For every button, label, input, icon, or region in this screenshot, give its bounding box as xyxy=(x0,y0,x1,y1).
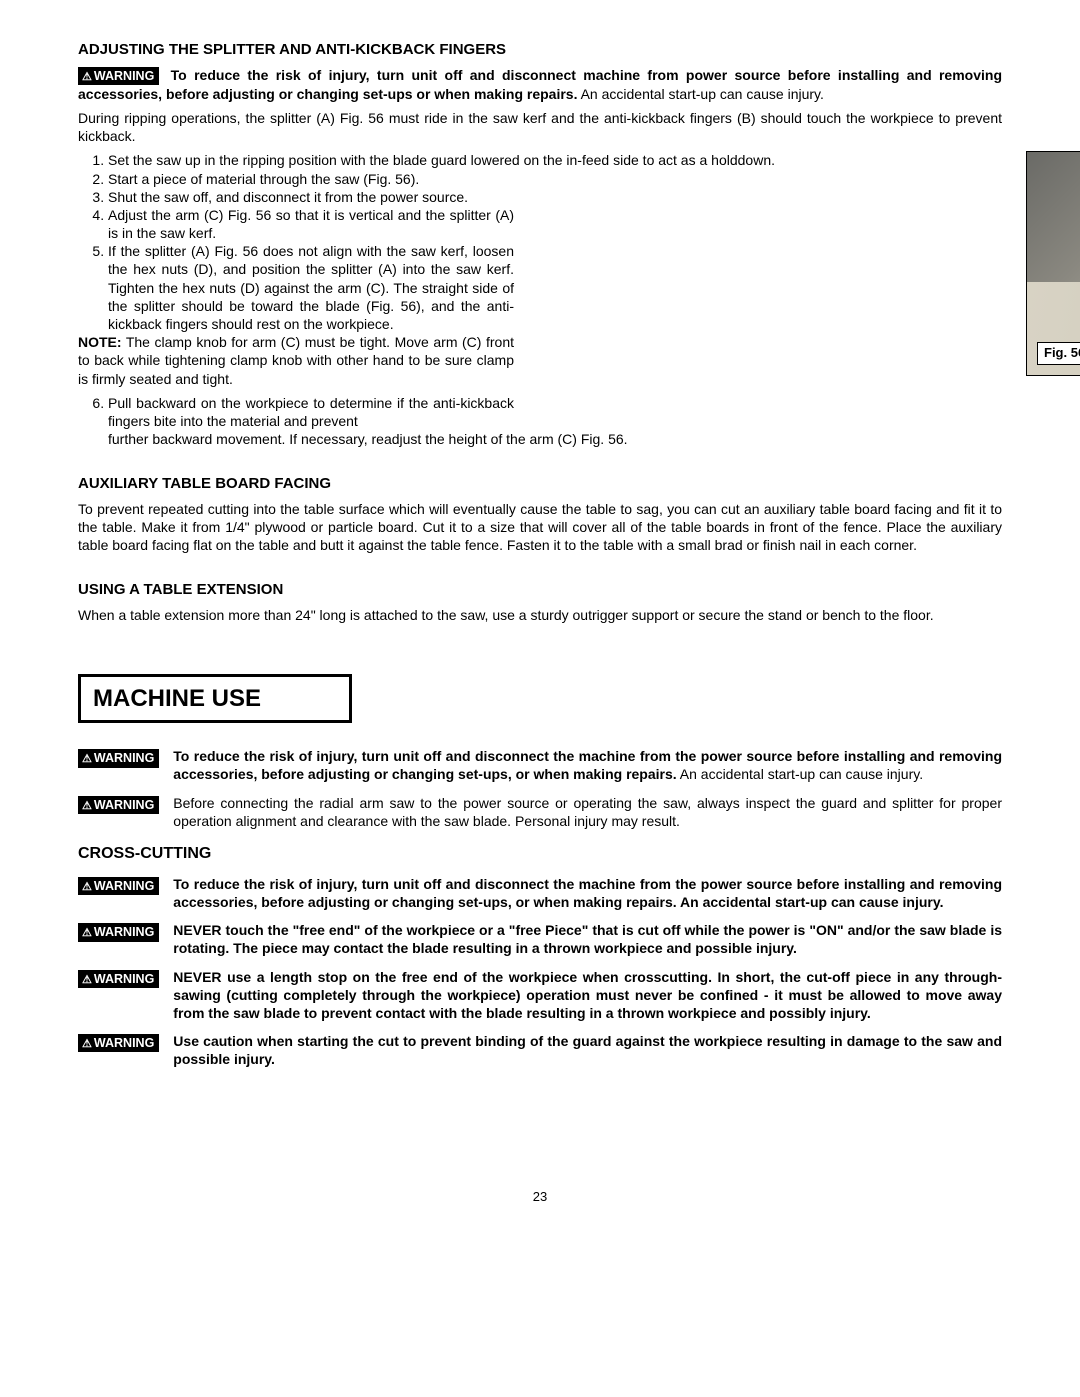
warning-icon: WARNING xyxy=(78,877,159,895)
intro-para: During ripping operations, the splitter … xyxy=(78,109,1002,145)
warning-icon: WARNING xyxy=(78,1034,159,1052)
step-6b: further backward movement. If necessary,… xyxy=(108,430,1008,448)
heading-aux-table: AUXILIARY TABLE BOARD FACING xyxy=(78,474,1002,494)
heading-table-ext: USING A TABLE EXTENSION xyxy=(78,580,1002,600)
figure-56: A B C D Fig. 56 xyxy=(1026,151,1080,376)
note-text: The clamp knob for arm (C) must be tight… xyxy=(78,334,514,386)
crosscut-warn-2: WARNING NEVER touch the "free end" of th… xyxy=(78,921,1002,957)
mu-warn2: Before connecting the radial arm saw to … xyxy=(173,794,1002,830)
left-column: Set the saw up in the ripping position w… xyxy=(78,151,1008,448)
cc-w4: Use caution when starting the cut to pre… xyxy=(173,1032,1002,1068)
step-5: If the splitter (A) Fig. 56 does not ali… xyxy=(108,242,514,333)
cc-w1: To reduce the risk of injury, turn unit … xyxy=(173,875,1002,911)
steps-list: Set the saw up in the ripping position w… xyxy=(98,151,1008,333)
figure-caption: Fig. 56 xyxy=(1037,342,1080,365)
cc-w3: NEVER use a length stop on the free end … xyxy=(173,968,1002,1023)
crosscut-warn-4: WARNING Use caution when starting the cu… xyxy=(78,1032,1002,1068)
warning-icon: WARNING xyxy=(78,67,159,85)
machine-use-title: MACHINE USE xyxy=(78,674,352,723)
note-para: NOTE: The clamp knob for arm (C) must be… xyxy=(78,333,514,388)
crosscut-warn-1: WARNING To reduce the risk of injury, tu… xyxy=(78,875,1002,911)
step-6a: Pull backward on the workpiece to determ… xyxy=(108,394,514,430)
warn-intro-rest: An accidental start-up can cause injury. xyxy=(577,86,823,102)
page-number: 23 xyxy=(78,1189,1002,1206)
heading-crosscut: CROSS-CUTTING xyxy=(78,844,1002,865)
heading-splitter: ADJUSTING THE SPLITTER AND ANTI-KICKBACK… xyxy=(78,40,1002,60)
warn-intro-bold: To reduce the risk of injury, turn unit … xyxy=(78,67,1002,102)
warning-icon: WARNING xyxy=(78,749,159,767)
step-3: Shut the saw off, and disconnect it from… xyxy=(108,188,514,206)
steps-list-cont: Pull backward on the workpiece to determ… xyxy=(98,394,1008,449)
aux-table-text: To prevent repeated cutting into the tab… xyxy=(78,500,1002,555)
step-2: Start a piece of material through the sa… xyxy=(108,170,1008,188)
step-6: Pull backward on the workpiece to determ… xyxy=(108,394,1008,449)
table-ext-text: When a table extension more than 24" lon… xyxy=(78,606,1002,624)
crosscut-warn-3: WARNING NEVER use a length stop on the f… xyxy=(78,968,1002,1023)
warn-intro: WARNING To reduce the risk of injury, tu… xyxy=(78,66,1002,103)
mu-warn1-rest: An accidental start-up can cause injury. xyxy=(677,766,923,782)
warning-icon: WARNING xyxy=(78,796,159,814)
warning-icon: WARNING xyxy=(78,970,159,988)
machine-use-warn-2: WARNING Before connecting the radial arm… xyxy=(78,794,1002,830)
note-label: NOTE: xyxy=(78,334,122,350)
step-1: Set the saw up in the ripping position w… xyxy=(108,151,1008,169)
cc-w2: NEVER touch the "free end" of the workpi… xyxy=(173,921,1002,957)
machine-use-warn-1: WARNING To reduce the risk of injury, tu… xyxy=(78,747,1002,783)
step-4: Adjust the arm (C) Fig. 56 so that it is… xyxy=(108,206,514,242)
two-column-layout: Set the saw up in the ripping position w… xyxy=(78,151,1002,448)
warning-icon: WARNING xyxy=(78,923,159,941)
